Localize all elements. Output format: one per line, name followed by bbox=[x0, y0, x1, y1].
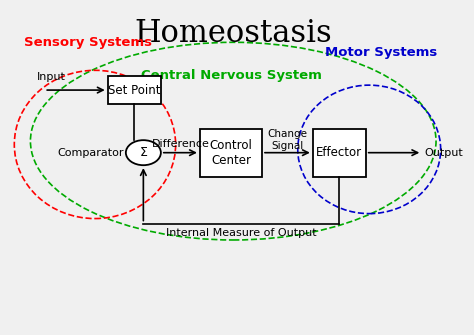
Circle shape bbox=[126, 140, 161, 165]
Bar bbox=[313, 129, 366, 177]
Text: Σ: Σ bbox=[139, 146, 147, 159]
Text: Output: Output bbox=[425, 148, 463, 158]
Bar bbox=[108, 76, 161, 104]
Text: Homeostasis: Homeostasis bbox=[134, 18, 332, 49]
Text: Difference: Difference bbox=[151, 139, 210, 149]
Text: Central Nervous System: Central Nervous System bbox=[141, 69, 322, 82]
Text: Set Point: Set Point bbox=[108, 83, 160, 96]
Text: Effector: Effector bbox=[316, 146, 362, 159]
Text: Sensory Systems: Sensory Systems bbox=[24, 36, 152, 49]
Text: Control
Center: Control Center bbox=[210, 139, 252, 167]
Bar bbox=[200, 129, 262, 177]
Text: Motor Systems: Motor Systems bbox=[326, 46, 438, 59]
Text: Input: Input bbox=[37, 72, 66, 82]
Text: Change
Signal: Change Signal bbox=[267, 129, 308, 151]
Text: Internal Measure of Output: Internal Measure of Output bbox=[166, 228, 317, 239]
Text: Comparator: Comparator bbox=[57, 148, 124, 158]
